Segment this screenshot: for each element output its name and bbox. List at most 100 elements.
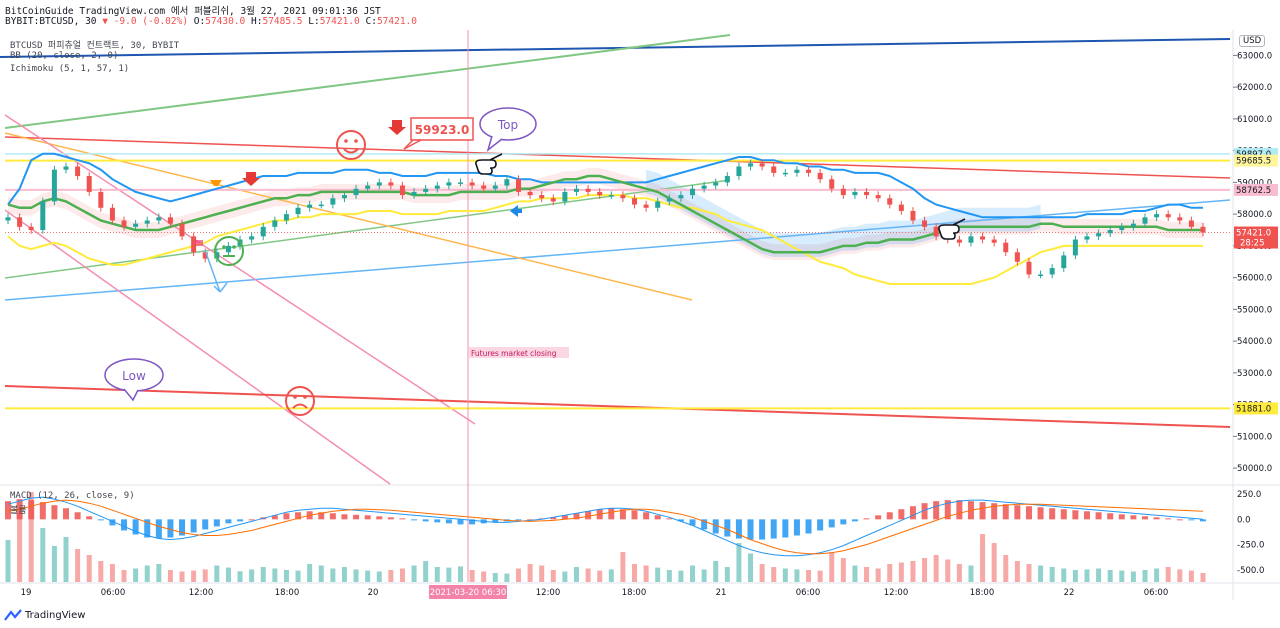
candle-body [191, 236, 197, 253]
time-axis-label: 12:00 [536, 588, 561, 598]
volume-bar [202, 569, 208, 582]
candle-body [887, 198, 893, 205]
indicator-ichimoku-label[interactable]: Ichimoku (5, 1, 57, 1) [10, 64, 130, 74]
macd-histogram-bar [295, 512, 302, 520]
candle-body [272, 220, 278, 227]
candle-body [1061, 255, 1067, 269]
ohlc-header: BYBIT:BTCUSD, 30 ▼ -9.0 (-0.02%) O:57430… [5, 16, 417, 27]
open-value: 57430.0 [205, 16, 246, 27]
currency-badge[interactable]: USD [1239, 35, 1266, 47]
macd-axis-label: 250.0 [1237, 490, 1261, 500]
happy-face-icon-mouth [343, 148, 359, 154]
volume-bar [457, 566, 463, 582]
candle-body [910, 210, 916, 221]
countdown-label: 28:25 [1240, 239, 1265, 249]
macd-histogram-bar [190, 519, 197, 533]
volume-bar [504, 573, 510, 582]
volume-bar [365, 570, 371, 582]
green-trendline-top [4, 34, 731, 129]
volume-bar [469, 570, 475, 582]
macd-histogram-bar [1200, 519, 1206, 522]
macd-histogram-bar [1107, 513, 1114, 520]
volume-bar [933, 555, 939, 582]
time-axis-label: 20 [368, 588, 379, 598]
macd-histogram-bar [619, 509, 626, 520]
volume-bar [875, 568, 881, 582]
macd-histogram-bar [817, 519, 824, 531]
candle-body [922, 220, 928, 227]
macd-histogram-bar [121, 519, 128, 531]
candle-body [701, 185, 707, 189]
candle-body [481, 185, 487, 189]
macd-histogram-bar [492, 519, 499, 523]
candle-body [748, 163, 754, 167]
volume-bar [75, 549, 81, 582]
volume-bar [191, 570, 197, 582]
indicator-main-label[interactable]: BTCUSD 퍼피츄얼 컨트랙트, 30, BYBIT [10, 41, 180, 51]
macd-histogram-bar [1060, 509, 1067, 520]
volume-bar [968, 565, 974, 582]
time-axis-label: 18:00 [275, 588, 300, 598]
volume-bar [307, 564, 313, 582]
macd-histogram-bar [237, 519, 244, 522]
macd-histogram-bar [1002, 504, 1009, 520]
macd-histogram-bar [875, 515, 882, 520]
time-axis-crosshair-label: 2021-03-20 06:30 [430, 588, 507, 598]
volume-bar [63, 537, 69, 582]
tradingview-logo[interactable]: TradingView [4, 609, 85, 621]
happy-face-icon [336, 130, 366, 160]
price-axis-label: 53000.0 [1237, 369, 1272, 379]
volume-bar [922, 558, 928, 582]
volume-bar [573, 567, 579, 582]
volume-bar [515, 568, 521, 582]
down-projection-arrow [204, 249, 228, 293]
volume-bar [817, 570, 823, 582]
candle-body [214, 252, 220, 259]
left-arrow-icon [510, 205, 522, 217]
candle-body [515, 179, 521, 192]
indicator-volume-label[interactable]: 볼륨 [10, 506, 27, 516]
indicator-bb-label[interactable]: BB (20, close, 2, 0) [10, 51, 119, 61]
indicator-macd-label[interactable]: MACD (12, 26, close, 9) [10, 491, 135, 501]
volume-bar [632, 564, 638, 582]
macd-histogram-bar [1025, 506, 1032, 520]
price-axis-label: 61000.0 [1237, 115, 1272, 125]
volume-bar [330, 568, 336, 582]
change-label: ▼ -9.0 (-0.02%) [102, 16, 189, 27]
red-trendline-bottom [4, 385, 1231, 428]
candle-body [562, 191, 568, 202]
macd-histogram-bar [353, 514, 360, 520]
macd-histogram-bar [944, 500, 951, 520]
macd-histogram-bar [979, 502, 986, 520]
ichimoku-cloud [8, 168, 1203, 261]
macd-histogram-bar [248, 519, 255, 521]
volume-bar [887, 564, 893, 582]
volume-bar [956, 564, 962, 582]
candle-body [550, 198, 556, 202]
macd-histogram-bar [39, 502, 46, 520]
candle-body [469, 182, 475, 186]
volume-bar [272, 568, 278, 582]
ichimoku-base-line [7, 174, 1203, 254]
volume-bar [237, 571, 243, 582]
candle-body [794, 169, 800, 173]
price-tag-label: 58762.5 [1236, 186, 1271, 196]
volume-bar [898, 562, 904, 582]
symbol-label: BYBIT:BTCUSD, 30 [5, 16, 97, 27]
candle-body [318, 204, 324, 207]
macd-histogram-bar [921, 503, 928, 520]
macd-histogram-bar [213, 519, 220, 527]
candle-body [1177, 217, 1183, 221]
candle-body [1072, 239, 1078, 256]
candle-body [365, 185, 371, 189]
high-label: H: [251, 16, 263, 27]
candle-body [608, 195, 614, 197]
volume-bar [829, 552, 835, 582]
candle-body [527, 191, 533, 196]
macd-line [7, 496, 1204, 557]
price-tag-label: 57421.0 [1236, 229, 1271, 239]
macd-axis-label: 0.0 [1237, 515, 1251, 525]
volume-bar [17, 513, 23, 582]
macd-histogram-bar [5, 501, 11, 520]
